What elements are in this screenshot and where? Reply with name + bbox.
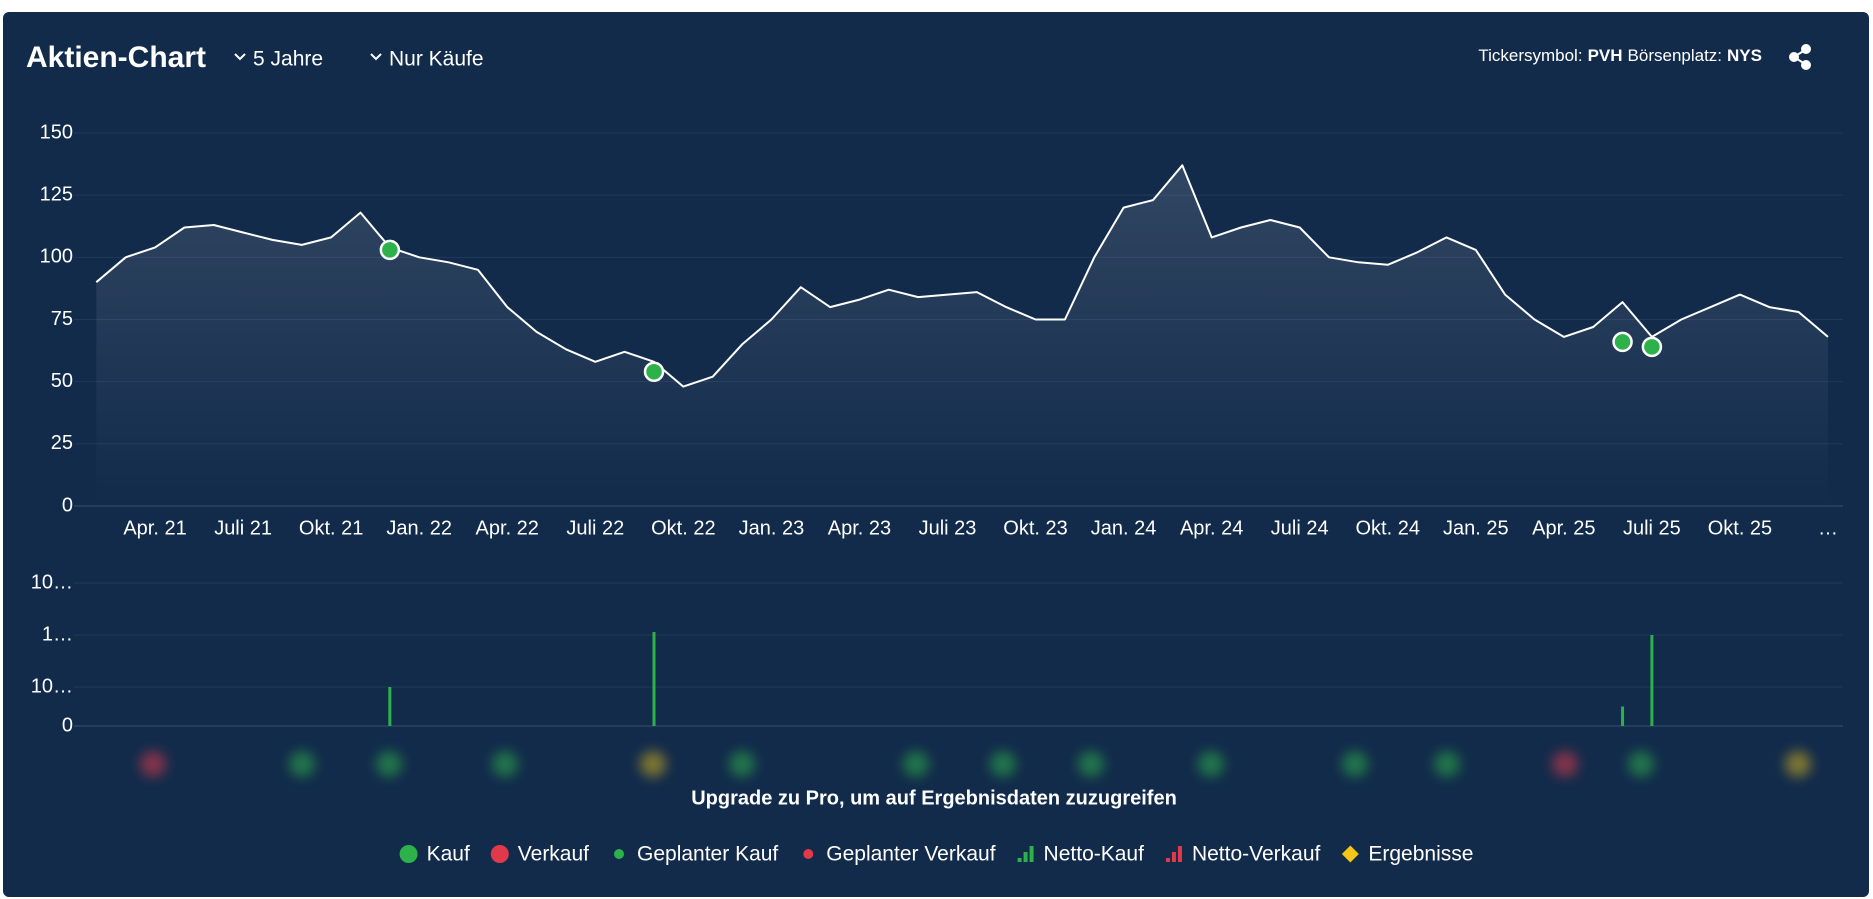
legend-item: Netto-Kauf bbox=[1017, 843, 1145, 866]
y-tick-label: 0 bbox=[62, 714, 73, 736]
x-tick-label: Jan. 24 bbox=[1091, 517, 1157, 539]
price-area bbox=[96, 165, 1828, 507]
x-tick-label: Juli 21 bbox=[214, 517, 272, 539]
y-tick-label: 100 bbox=[40, 246, 73, 268]
legend-item: Verkauf bbox=[490, 843, 589, 866]
earnings-dot bbox=[1078, 751, 1104, 777]
earnings-dot bbox=[1434, 751, 1460, 777]
x-tick-label: Okt. 23 bbox=[1003, 517, 1067, 539]
x-tick-label: Okt. 22 bbox=[651, 517, 715, 539]
share-icon-dot bbox=[1789, 52, 1799, 62]
earnings-dot bbox=[289, 751, 315, 777]
legend-marker bbox=[399, 845, 418, 863]
legend: Kauf Verkauf Geplanter Kauf Geplanter Verka… bbox=[399, 843, 1473, 866]
earnings-dot bbox=[492, 751, 518, 777]
volume-bar bbox=[652, 632, 656, 726]
legend-item: Geplanter Verkauf bbox=[803, 843, 996, 866]
ticker-info: Tickersymbol: PVH Börsenplatz: NYS bbox=[1478, 46, 1762, 65]
volume-bar bbox=[1650, 635, 1654, 726]
ticker-label: Tickersymbol: bbox=[1478, 46, 1582, 65]
earnings-row-blurred bbox=[140, 751, 1811, 777]
x-tick-label: Okt. 25 bbox=[1708, 517, 1772, 539]
y-tick-label: 1… bbox=[42, 623, 73, 645]
exchange: NYS bbox=[1727, 46, 1762, 65]
earnings-dot bbox=[1198, 751, 1224, 777]
x-tick-label: Apr. 22 bbox=[476, 517, 539, 539]
y-tick-label: 150 bbox=[40, 121, 73, 143]
legend-label: Verkauf bbox=[518, 843, 589, 866]
period-dropdown[interactable]: 5 Jahre bbox=[234, 48, 323, 71]
x-tick-label: Jan. 25 bbox=[1443, 517, 1509, 539]
y-tick-label: 25 bbox=[51, 432, 73, 454]
filter-label: Nur Käufe bbox=[389, 48, 484, 71]
y-tick-label: 75 bbox=[51, 308, 73, 330]
period-label: 5 Jahre bbox=[253, 48, 323, 71]
x-tick-label: Apr. 23 bbox=[828, 517, 891, 539]
x-tick-label: Jan. 22 bbox=[386, 517, 452, 539]
share-button[interactable] bbox=[1789, 44, 1811, 70]
earnings-dot bbox=[1628, 751, 1654, 777]
legend-item: Kauf bbox=[399, 843, 470, 866]
x-tick-label: Juli 22 bbox=[566, 517, 624, 539]
legend-label: Kauf bbox=[427, 843, 470, 866]
x-tick-label: … bbox=[1818, 517, 1838, 539]
legend-label: Netto-Kauf bbox=[1044, 843, 1145, 866]
buy-marker bbox=[379, 239, 401, 261]
exchange-label: Börsenplatz: bbox=[1628, 46, 1723, 65]
share-icon-dot bbox=[1801, 60, 1811, 70]
legend-marker bbox=[1017, 858, 1022, 862]
upgrade-note[interactable]: Upgrade zu Pro, um auf Ergebnisdaten zuz… bbox=[691, 787, 1177, 809]
legend-marker bbox=[490, 845, 509, 863]
y-tick-label: 50 bbox=[51, 370, 73, 392]
chevron-icon bbox=[234, 53, 246, 61]
filter-dropdown[interactable]: Nur Käufe bbox=[370, 48, 484, 71]
x-tick-label: Okt. 21 bbox=[299, 517, 363, 539]
legend-marker bbox=[1023, 852, 1028, 862]
y-tick-label: 10… bbox=[31, 675, 73, 697]
legend-label: Netto-Verkauf bbox=[1192, 843, 1321, 866]
buy-marker bbox=[1612, 331, 1633, 353]
y-tick-label: 10… bbox=[31, 571, 73, 593]
x-tick-label: Apr. 21 bbox=[123, 517, 186, 539]
earnings-dot bbox=[729, 751, 755, 777]
legend-label: Geplanter Verkauf bbox=[826, 843, 995, 866]
buy-marker bbox=[643, 361, 665, 382]
earnings-dot bbox=[1785, 751, 1811, 777]
ticker: PVH bbox=[1588, 46, 1623, 65]
chart-title: Aktien-Chart bbox=[26, 41, 206, 74]
x-tick-label: Apr. 24 bbox=[1180, 517, 1243, 539]
earnings-dot bbox=[140, 751, 166, 777]
x-tick-label: Apr. 25 bbox=[1532, 517, 1595, 539]
legend-marker bbox=[1171, 852, 1176, 862]
y-tick-label: 0 bbox=[62, 494, 73, 516]
earnings-dot bbox=[1342, 751, 1368, 777]
earnings-dot bbox=[990, 751, 1016, 777]
x-tick-label: Jan. 23 bbox=[739, 517, 805, 539]
legend-marker bbox=[1029, 846, 1034, 862]
earnings-dot bbox=[640, 751, 666, 777]
chevron-icon bbox=[370, 53, 382, 61]
legend-item: Netto-Verkauf bbox=[1165, 843, 1321, 866]
x-tick-label: Juli 24 bbox=[1271, 517, 1329, 539]
earnings-dot bbox=[903, 751, 929, 777]
share-icon-dot bbox=[1801, 44, 1811, 54]
legend-label: Ergebnisse bbox=[1368, 843, 1473, 866]
buy-marker bbox=[1641, 336, 1663, 358]
x-tick-label: Okt. 24 bbox=[1356, 517, 1420, 539]
legend-marker bbox=[1177, 846, 1182, 862]
x-tick-label: Juli 25 bbox=[1623, 517, 1681, 539]
legend-marker bbox=[614, 849, 625, 859]
x-tick-label: Juli 23 bbox=[919, 517, 977, 539]
earnings-dot bbox=[376, 751, 402, 777]
y-tick-label: 125 bbox=[40, 183, 73, 205]
volume-bar bbox=[388, 687, 392, 726]
earnings-dot bbox=[1552, 751, 1578, 777]
legend-marker bbox=[803, 849, 814, 859]
legend-marker bbox=[1165, 858, 1170, 862]
volume-bar bbox=[1621, 706, 1625, 726]
legend-item: Geplanter Kauf bbox=[614, 843, 778, 866]
legend-label: Geplanter Kauf bbox=[637, 843, 778, 866]
